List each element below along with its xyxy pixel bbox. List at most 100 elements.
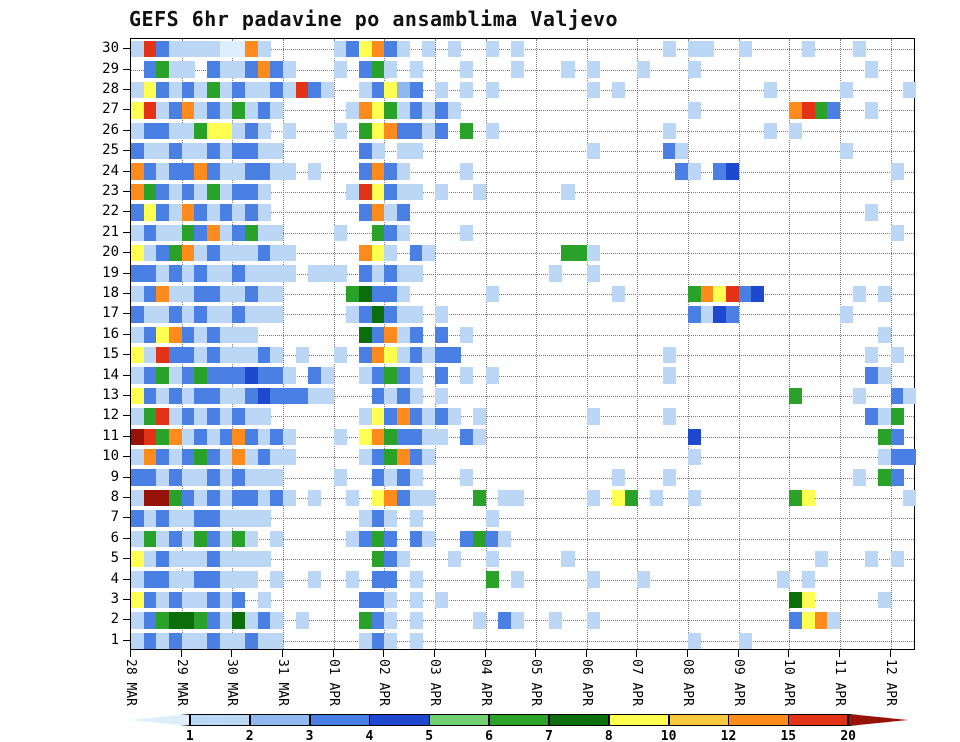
heatmap-cell — [384, 306, 398, 323]
heatmap-cell — [434, 408, 448, 425]
heatmap-cell — [156, 387, 170, 405]
heatmap-cell — [384, 530, 398, 547]
y-axis-label: 16 — [102, 325, 119, 342]
heatmap-cell — [903, 489, 917, 507]
heatmap-cell — [358, 306, 372, 323]
heatmap-cell — [827, 612, 841, 629]
heatmap-cell — [396, 347, 410, 364]
heatmap-cell — [206, 347, 221, 364]
heatmap-cell — [878, 285, 892, 303]
y-axis-label: 8 — [110, 489, 119, 505]
heatmap-cell — [510, 571, 524, 588]
heatmap-cell — [131, 449, 145, 466]
heatmap-cell — [194, 183, 208, 201]
heatmap-cell — [371, 367, 385, 384]
heatmap-cell — [194, 265, 208, 282]
heatmap-cell — [498, 530, 512, 547]
heatmap-cell — [713, 285, 727, 303]
plot-area — [130, 38, 917, 650]
y-axis-tick — [123, 170, 130, 172]
member-gridline — [131, 396, 914, 397]
y-axis-label: 15 — [102, 346, 119, 363]
y-axis-label: 10 — [102, 448, 119, 465]
heatmap-cell — [181, 449, 195, 466]
heatmap-cell — [396, 183, 410, 201]
heatmap-cell — [358, 41, 372, 58]
heatmap-cell — [878, 367, 892, 384]
x-axis-label: 11 APR — [832, 659, 848, 706]
heatmap-cell — [472, 612, 486, 629]
x-axis-tick — [636, 650, 638, 657]
heatmap-cell — [422, 347, 436, 364]
heatmap-cell — [384, 204, 398, 221]
heatmap-cell — [789, 387, 803, 405]
heatmap-cell — [194, 632, 208, 649]
day-gridline — [738, 39, 740, 649]
heatmap-cell — [244, 285, 258, 303]
heatmap-cell — [371, 81, 385, 99]
heatmap-cell — [384, 347, 398, 364]
heatmap-cell — [434, 591, 448, 609]
heatmap-cell — [358, 183, 372, 201]
heatmap-cell — [232, 449, 246, 466]
heatmap-cell — [890, 449, 904, 466]
heatmap-cell — [409, 612, 423, 629]
heatmap-cell — [181, 489, 195, 507]
heatmap-cell — [447, 551, 461, 568]
heatmap-cell — [878, 326, 892, 343]
heatmap-cell — [270, 367, 284, 384]
heatmap-cell — [232, 612, 246, 629]
x-axis-tick — [839, 650, 841, 657]
member-gridline — [131, 253, 914, 255]
heatmap-cell — [206, 367, 221, 384]
heatmap-cell — [181, 571, 195, 588]
heatmap-cell — [257, 102, 271, 119]
heatmap-cell — [409, 183, 423, 201]
heatmap-cell — [206, 122, 221, 139]
heatmap-cell — [206, 183, 221, 201]
heatmap-cell — [409, 81, 423, 99]
heatmap-cell — [194, 591, 208, 609]
heatmap-cell — [384, 469, 398, 486]
heatmap-cell — [586, 408, 600, 425]
heatmap-cell — [257, 61, 271, 78]
heatmap-cell — [257, 612, 271, 629]
heatmap-cell — [612, 489, 626, 507]
heatmap-cell — [295, 612, 309, 629]
heatmap-cell — [384, 183, 398, 201]
heatmap-cell — [194, 41, 208, 58]
heatmap-cell — [156, 122, 170, 139]
heatmap-cell — [156, 489, 170, 507]
legend-level-label: 10 — [660, 729, 677, 742]
heatmap-cell — [460, 367, 474, 384]
day-gridline — [282, 39, 284, 649]
heatmap-cell — [194, 449, 208, 466]
heatmap-cell — [232, 41, 246, 58]
heatmap-cell — [232, 571, 246, 588]
heatmap-cell — [409, 449, 423, 466]
heatmap-cell — [131, 632, 145, 649]
heatmap-cell — [270, 265, 284, 282]
heatmap-cell — [346, 306, 360, 323]
heatmap-cell — [181, 530, 195, 547]
heatmap-cell — [244, 306, 258, 323]
heatmap-cell — [181, 367, 195, 384]
day-gridline — [485, 39, 487, 649]
heatmap-cell — [586, 571, 600, 588]
heatmap-cell — [219, 551, 233, 568]
heatmap-cell — [776, 571, 790, 588]
heatmap-cell — [244, 367, 258, 384]
heatmap-cell — [168, 265, 183, 282]
heatmap-cell — [333, 469, 347, 486]
heatmap-cell — [371, 591, 385, 609]
heatmap-cell — [358, 163, 372, 180]
heatmap-cell — [156, 408, 170, 425]
heatmap-cell — [485, 551, 499, 568]
x-axis-label: 08 APR — [680, 659, 696, 706]
heatmap-cell — [194, 81, 208, 99]
y-axis-label: 20 — [102, 244, 119, 261]
heatmap-cell — [485, 41, 499, 58]
x-axis-label: 06 APR — [578, 659, 594, 706]
heatmap-cell — [143, 530, 157, 547]
